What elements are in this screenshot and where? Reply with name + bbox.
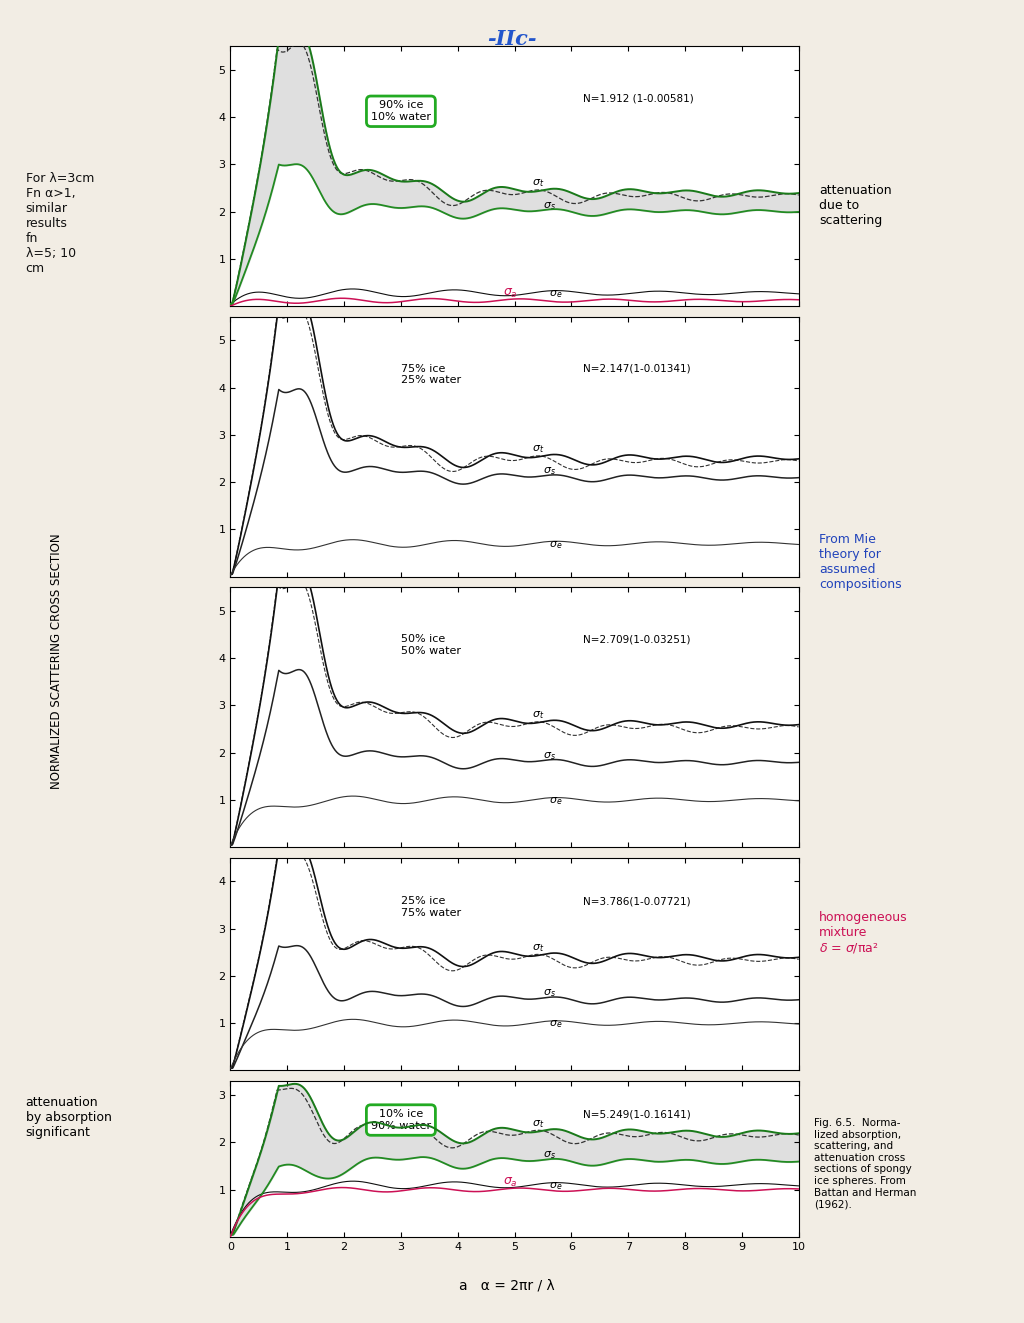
Text: 10% ice
90% water: 10% ice 90% water	[371, 1109, 431, 1131]
Text: $\sigma_e$: $\sigma_e$	[549, 1180, 562, 1192]
Text: homogeneous
mixture
$\delta$ = $\sigma$/πa²: homogeneous mixture $\delta$ = $\sigma$/…	[819, 910, 908, 955]
Text: N=2.709(1-0.03251): N=2.709(1-0.03251)	[583, 634, 690, 644]
Text: $\sigma_a$: $\sigma_a$	[503, 1176, 518, 1189]
Text: 90% ice
10% water: 90% ice 10% water	[371, 101, 431, 122]
Text: attenuation
due to
scattering: attenuation due to scattering	[819, 184, 892, 226]
Text: 75% ice
25% water: 75% ice 25% water	[401, 364, 461, 385]
Text: $\sigma_t$: $\sigma_t$	[531, 1118, 544, 1130]
Text: $\sigma_s$: $\sigma_s$	[543, 750, 556, 762]
Text: $\sigma_t$: $\sigma_t$	[531, 443, 544, 455]
Text: $\sigma_s$: $\sigma_s$	[543, 466, 556, 478]
Text: From Mie
theory for
assumed
compositions: From Mie theory for assumed compositions	[819, 533, 902, 591]
Text: 50% ice
50% water: 50% ice 50% water	[401, 634, 461, 656]
Text: $\sigma_e$: $\sigma_e$	[549, 1019, 562, 1031]
Text: N=2.147(1-0.01341): N=2.147(1-0.01341)	[583, 364, 690, 373]
Text: NORMALIZED SCATTERING CROSS SECTION: NORMALIZED SCATTERING CROSS SECTION	[50, 533, 62, 790]
Text: $\sigma_e$: $\sigma_e$	[549, 538, 562, 550]
Text: $\sigma_e$: $\sigma_e$	[549, 795, 562, 807]
Text: 25% ice
75% water: 25% ice 75% water	[401, 896, 461, 918]
Text: $\sigma_t$: $\sigma_t$	[531, 709, 544, 721]
Text: N=3.786(1-0.07721): N=3.786(1-0.07721)	[583, 896, 690, 906]
Text: Fig. 6.5.  Norma-
lized absorption,
scattering, and
attenuation cross
sections o: Fig. 6.5. Norma- lized absorption, scatt…	[814, 1118, 916, 1209]
Text: a   α = 2πr / λ: a α = 2πr / λ	[459, 1279, 555, 1293]
Text: $\sigma_s$: $\sigma_s$	[543, 200, 556, 212]
Text: $\sigma_t$: $\sigma_t$	[531, 177, 544, 189]
Text: $\sigma_t$: $\sigma_t$	[531, 942, 544, 954]
Text: $\sigma_s$: $\sigma_s$	[543, 1150, 556, 1162]
Text: $\sigma_s$: $\sigma_s$	[543, 988, 556, 999]
Text: $\sigma_a$: $\sigma_a$	[503, 287, 518, 300]
Text: N=5.249(1-0.16141): N=5.249(1-0.16141)	[583, 1109, 690, 1119]
Text: For λ=3cm
Fn α>1,
similar
results
fn
λ=5; 10
cm: For λ=3cm Fn α>1, similar results fn λ=5…	[26, 172, 94, 275]
Text: $\sigma_e$: $\sigma_e$	[549, 288, 562, 300]
Text: -IIc-: -IIc-	[487, 29, 537, 49]
Text: N=1.912 (1-0.00581): N=1.912 (1-0.00581)	[583, 93, 693, 103]
Text: attenuation
by absorption
significant: attenuation by absorption significant	[26, 1097, 112, 1139]
